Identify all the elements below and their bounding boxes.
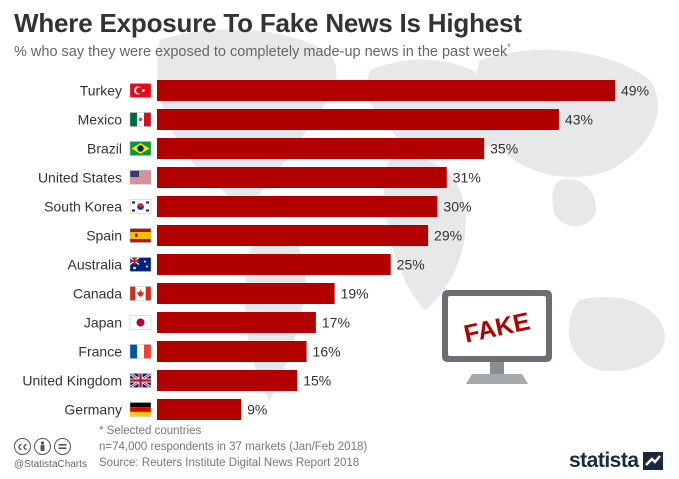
monitor-stand <box>466 374 528 384</box>
category-label: Germany <box>64 402 122 418</box>
bar <box>157 399 242 420</box>
value-label: 49% <box>621 83 649 99</box>
flag-icon <box>129 256 151 272</box>
statista-logo[interactable]: statista <box>569 449 663 473</box>
flag-icon <box>130 228 151 243</box>
bar <box>157 167 447 188</box>
category-label: Turkey <box>80 83 122 99</box>
flag-icon <box>130 170 151 184</box>
bar <box>157 138 485 159</box>
subtitle-text: % who say they were exposed to completel… <box>14 43 508 60</box>
subtitle-marker: * <box>507 42 511 52</box>
flag-icon <box>130 286 151 301</box>
footnote-respondents: n=74,000 respondents in 37 markets (Jan/… <box>99 441 368 453</box>
flag-icon <box>129 372 152 389</box>
statista-handle: @StatistaCharts <box>14 459 87 470</box>
flag-icon <box>130 315 151 330</box>
value-label: 19% <box>341 286 369 302</box>
value-label: 29% <box>434 228 462 244</box>
category-label: Brazil <box>87 141 122 157</box>
category-label: Japan <box>84 315 122 331</box>
monitor-neck <box>490 362 504 374</box>
category-label: Mexico <box>78 112 123 128</box>
bar <box>157 196 438 217</box>
value-label: 43% <box>565 112 593 128</box>
flag-icon <box>130 344 151 359</box>
value-label: 17% <box>322 315 350 331</box>
footnote-source: Source: Reuters Institute Digital News R… <box>99 457 360 469</box>
flag-icon <box>130 141 151 156</box>
category-label: Australia <box>68 257 123 273</box>
bar <box>157 312 316 333</box>
bar <box>157 341 307 362</box>
category-label: United Kingdom <box>22 373 122 389</box>
license-icons <box>14 438 71 455</box>
footnote-selected: * Selected countries <box>99 425 202 437</box>
flag-icon <box>130 112 151 127</box>
value-label: 35% <box>490 141 518 157</box>
value-label: 15% <box>303 373 331 389</box>
bar <box>157 283 335 304</box>
monitor-screen <box>448 296 546 356</box>
value-label: 9% <box>247 402 267 418</box>
bar <box>157 225 429 246</box>
flag-icon <box>130 199 151 214</box>
bar <box>157 370 298 391</box>
fake-monitor-illustration: FAKE <box>442 290 552 384</box>
category-label: Canada <box>73 286 122 302</box>
nd-icon <box>54 438 71 455</box>
value-label: 25% <box>397 257 425 273</box>
statista-wordmark: statista <box>569 449 639 472</box>
value-label: 16% <box>313 344 341 360</box>
bar <box>157 254 391 275</box>
bar <box>157 80 615 101</box>
category-label: United States <box>38 170 122 186</box>
cc-icon <box>14 438 31 455</box>
category-label: South Korea <box>44 199 122 215</box>
value-label: 31% <box>453 170 481 186</box>
by-icon <box>34 438 51 455</box>
flag-icon <box>130 83 151 98</box>
chart-subtitle: % who say they were exposed to completel… <box>14 42 511 60</box>
category-label: Spain <box>86 228 122 244</box>
bar <box>157 109 559 130</box>
statista-logo-icon <box>642 452 663 470</box>
flag-icon <box>130 402 151 417</box>
value-label: 30% <box>443 199 471 215</box>
chart-title: Where Exposure To Fake News Is Highest <box>14 8 522 38</box>
category-label: France <box>78 344 122 360</box>
